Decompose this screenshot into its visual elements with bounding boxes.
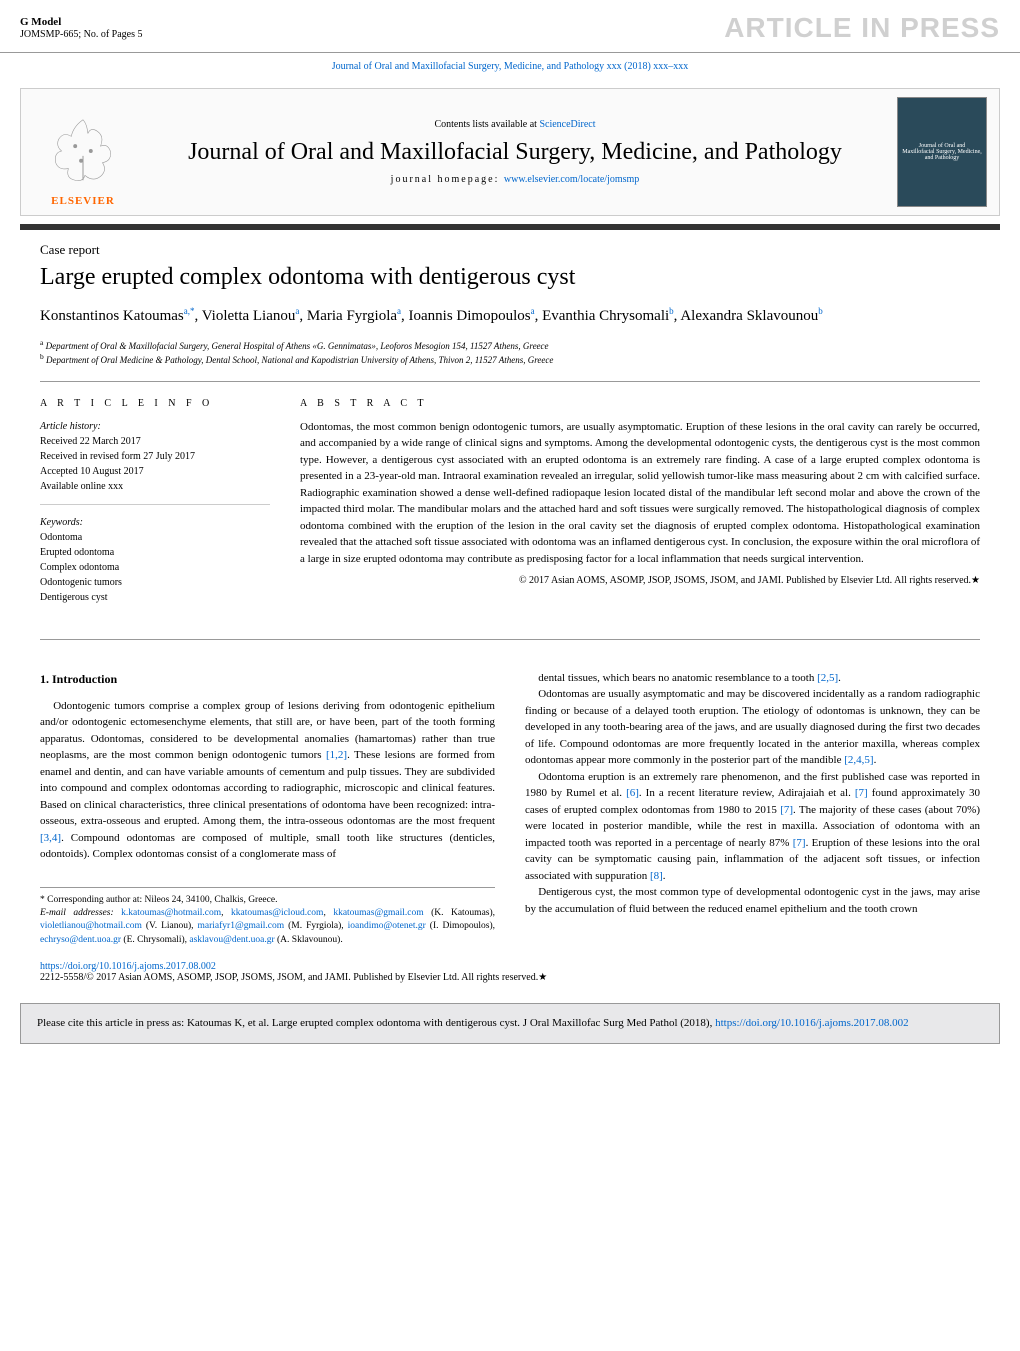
- body-paragraph: Dentigerous cyst, the most common type o…: [525, 884, 980, 917]
- affiliation-a-text: Department of Oral & Maxillofacial Surge…: [46, 341, 549, 351]
- sciencedirect-link[interactable]: ScienceDirect: [539, 119, 595, 130]
- body-paragraph: Odontogenic tumors comprise a complex gr…: [40, 698, 495, 863]
- body-columns: 1. Introduction Odontogenic tumors compr…: [40, 670, 980, 947]
- elsevier-logo[interactable]: ELSEVIER: [33, 97, 133, 207]
- body-paragraph: Odontoma eruption is an extremely rare p…: [525, 769, 980, 885]
- journal-ref-text: Journal of Oral and Maxillofacial Surger…: [332, 61, 689, 72]
- history-available: Available online xxx: [40, 479, 270, 494]
- abstract-text: Odontomas, the most common benign odonto…: [300, 419, 980, 568]
- article-type: Case report: [40, 242, 980, 258]
- keyword-item: Complex odontoma: [40, 560, 270, 575]
- keywords-list: OdontomaErupted odontomaComplex odontoma…: [40, 530, 270, 605]
- affiliation-b-text: Department of Oral Medicine & Pathology,…: [46, 355, 553, 365]
- homepage-line: journal homepage: www.elsevier.com/locat…: [149, 174, 881, 185]
- ref-link[interactable]: [8]: [650, 870, 663, 882]
- article-info-heading: a r t i c l e i n f o: [40, 396, 270, 411]
- homepage-prefix: journal homepage:: [391, 174, 504, 185]
- keywords-label: Keywords:: [40, 515, 270, 530]
- corresponding-author: * Corresponding author at: Nileos 24, 34…: [40, 894, 495, 907]
- banner-center: Contents lists available at ScienceDirec…: [149, 119, 881, 186]
- affiliation-b: b Department of Oral Medicine & Patholog…: [40, 352, 980, 367]
- abstract-heading: a b s t r a c t: [300, 396, 980, 411]
- ref-link[interactable]: [2,5]: [817, 672, 838, 684]
- contents-available-line: Contents lists available at ScienceDirec…: [149, 119, 881, 130]
- cite-url[interactable]: https://doi.org/10.1016/j.ajoms.2017.08.…: [715, 1017, 909, 1029]
- info-abstract-row: a r t i c l e i n f o Article history: R…: [40, 381, 980, 640]
- ref-link[interactable]: [7]: [793, 837, 806, 849]
- right-paragraphs: dental tissues, which bears no anatomic …: [525, 670, 980, 918]
- email-link[interactable]: mariafyr1@gmail.com: [198, 921, 285, 931]
- email-link[interactable]: kkatoumas@icloud.com: [231, 908, 323, 918]
- history-label: Article history:: [40, 419, 270, 434]
- email-link[interactable]: kkatoumas@gmail.com: [333, 908, 423, 918]
- email-link[interactable]: asklavou@dent.uoa.gr: [189, 935, 274, 945]
- body-paragraph: dental tissues, which bears no anatomic …: [525, 670, 980, 687]
- authors-line: Konstantinos Katoumasa,*, Violetta Liano…: [40, 305, 980, 328]
- elsevier-brand-text: ELSEVIER: [51, 195, 115, 207]
- history-accepted: Accepted 10 August 2017: [40, 464, 270, 479]
- gmodel-label: G Model: [20, 16, 143, 28]
- elsevier-tree-icon: [43, 111, 123, 191]
- journal-reference-line[interactable]: Journal of Oral and Maxillofacial Surger…: [0, 53, 1020, 80]
- article-in-press-banner: ARTICLE IN PRESS: [724, 12, 1000, 44]
- ref-link[interactable]: [3,4]: [40, 832, 61, 844]
- email-addresses: E-mail addresses: k.katoumas@hotmail.com…: [40, 907, 495, 947]
- article-info-column: a r t i c l e i n f o Article history: R…: [40, 396, 270, 625]
- doi-block: https://doi.org/10.1016/j.ajoms.2017.08.…: [0, 961, 1020, 983]
- history-revised: Received in revised form 27 July 2017: [40, 449, 270, 464]
- history-received: Received 22 March 2017: [40, 434, 270, 449]
- article-title: Large erupted complex odontoma with dent…: [40, 264, 980, 291]
- homepage-url[interactable]: www.elsevier.com/locate/jomsmp: [504, 174, 639, 185]
- cite-box: Please cite this article in press as: Ka…: [20, 1003, 1000, 1044]
- ref-link[interactable]: [1,2]: [326, 749, 347, 761]
- keyword-item: Odontogenic tumors: [40, 575, 270, 590]
- affiliation-a: a Department of Oral & Maxillofacial Sur…: [40, 338, 980, 353]
- intro-heading: 1. Introduction: [40, 670, 495, 688]
- ref-link[interactable]: [7]: [780, 804, 793, 816]
- dark-divider-bar: [20, 224, 1000, 230]
- keyword-item: Odontoma: [40, 530, 270, 545]
- email-link[interactable]: violetlianou@hotmail.com: [40, 921, 142, 931]
- contents-prefix: Contents lists available at: [434, 119, 539, 130]
- doi-copyright: 2212-5558/© 2017 Asian AOMS, ASOMP, JSOP…: [40, 972, 980, 983]
- keywords-block: Keywords: OdontomaErupted odontomaComple…: [40, 515, 270, 615]
- article-history-block: Article history: Received 22 March 2017 …: [40, 419, 270, 505]
- content-area: Case report Large erupted complex odonto…: [0, 242, 1020, 947]
- keyword-item: Erupted odontoma: [40, 545, 270, 560]
- abstract-copyright: © 2017 Asian AOMS, ASOMP, JSOP, JSOMS, J…: [300, 573, 980, 588]
- cite-text: Please cite this article in press as: Ka…: [37, 1017, 715, 1029]
- email-link[interactable]: echryso@dent.uoa.gr: [40, 935, 121, 945]
- journal-banner: ELSEVIER Contents lists available at Sci…: [20, 88, 1000, 216]
- keyword-item: Dentigerous cyst: [40, 590, 270, 605]
- email-link[interactable]: ioandimo@otenet.gr: [348, 921, 426, 931]
- body-right-column: dental tissues, which bears no anatomic …: [525, 670, 980, 947]
- abstract-column: a b s t r a c t Odontomas, the most comm…: [300, 396, 980, 625]
- ref-link[interactable]: [2,4,5]: [844, 754, 873, 766]
- body-left-column: 1. Introduction Odontogenic tumors compr…: [40, 670, 495, 947]
- body-paragraph: Odontomas are usually asymptomatic and m…: [525, 686, 980, 769]
- gmodel-header: G Model JOMSMP-665; No. of Pages 5 ARTIC…: [0, 0, 1020, 53]
- doi-link[interactable]: https://doi.org/10.1016/j.ajoms.2017.08.…: [40, 961, 216, 972]
- gmodel-code: JOMSMP-665; No. of Pages 5: [20, 29, 143, 40]
- ref-link[interactable]: [6]: [626, 787, 639, 799]
- affiliations: a Department of Oral & Maxillofacial Sur…: [40, 338, 980, 367]
- ref-link[interactable]: [7]: [855, 787, 868, 799]
- cover-text: Journal of Oral and Maxillofacial Surger…: [902, 143, 982, 161]
- left-paragraphs: Odontogenic tumors comprise a complex gr…: [40, 698, 495, 863]
- journal-cover-thumbnail[interactable]: Journal of Oral and Maxillofacial Surger…: [897, 97, 987, 207]
- journal-name: Journal of Oral and Maxillofacial Surger…: [149, 138, 881, 167]
- email-link[interactable]: k.katoumas@hotmail.com: [121, 908, 221, 918]
- gmodel-left: G Model JOMSMP-665; No. of Pages 5: [20, 16, 143, 40]
- footnote-block: * Corresponding author at: Nileos 24, 34…: [40, 887, 495, 947]
